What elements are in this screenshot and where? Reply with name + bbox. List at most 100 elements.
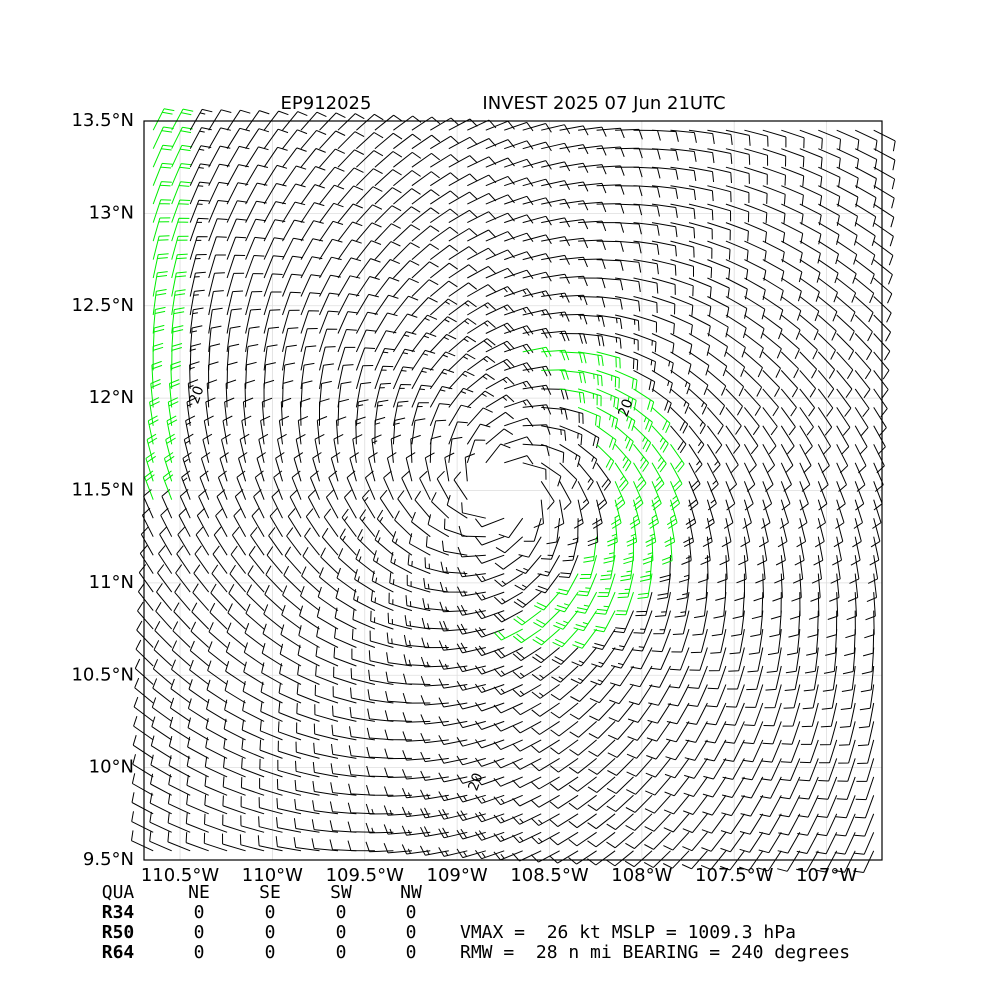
wind-barb [819, 739, 838, 764]
wind-barb [493, 831, 523, 842]
wind-barb [873, 240, 894, 266]
wind-barb [152, 162, 173, 186]
wind-barb [781, 277, 802, 302]
wind-barb [314, 684, 339, 704]
wind-barb [606, 831, 634, 849]
wind-barb [666, 702, 690, 725]
wind-barb [762, 462, 774, 492]
wind-barb [633, 222, 660, 236]
wind-barb [263, 183, 287, 205]
table-cell: R34 [102, 902, 135, 923]
wind-barb [688, 222, 713, 240]
wind-barb [466, 423, 491, 445]
wind-barb [670, 148, 697, 162]
wind-barb [226, 343, 240, 371]
wind-barb [596, 259, 624, 271]
wind-barb [254, 470, 265, 500]
wind-barb [762, 185, 786, 205]
wind-barb [799, 129, 823, 149]
wind-barb [311, 838, 339, 852]
wind-barb [625, 794, 653, 813]
wind-barb [845, 610, 856, 639]
wind-barb [784, 665, 801, 691]
wind-barb [359, 509, 376, 538]
wind-barb [818, 203, 840, 226]
wind-barb [651, 369, 673, 394]
wind-barb [614, 481, 626, 511]
wind-barb [670, 240, 695, 258]
y-tick-label: 13°N [89, 202, 134, 223]
wind-barb [725, 129, 751, 146]
wind-barb [596, 481, 608, 511]
wind-barb [187, 698, 209, 722]
wind-barb [349, 452, 359, 482]
wind-barb [688, 481, 699, 511]
wind-barb [724, 721, 745, 744]
wind-barb [368, 669, 394, 685]
wind-barb [569, 739, 597, 756]
wind-barb [474, 720, 505, 730]
wind-barb [374, 205, 402, 223]
wind-barb [556, 573, 579, 596]
wind-barb [815, 850, 838, 873]
wind-barb [668, 665, 690, 689]
wind-barb [577, 462, 594, 491]
wind-barb [834, 850, 856, 873]
wind-barb [568, 850, 597, 865]
wind-barb [615, 296, 641, 312]
wind-barb [321, 527, 339, 556]
wind-barb [596, 296, 623, 310]
wind-barb [281, 604, 302, 630]
wind-barb [706, 684, 727, 708]
wind-barb [448, 318, 477, 334]
wind-barb [300, 220, 324, 242]
wind-barb [337, 239, 362, 260]
wind-barb [152, 271, 168, 297]
wind-barb [224, 699, 246, 722]
wind-barb [390, 551, 413, 575]
wind-barb [670, 425, 687, 454]
wind-barb [512, 794, 542, 807]
wind-barb [723, 739, 745, 762]
wind-barb [230, 545, 246, 574]
wind-barb [136, 620, 154, 648]
wind-barb [244, 623, 265, 648]
wind-barb [744, 333, 764, 359]
wind-barb [485, 358, 515, 371]
wind-barb [541, 443, 565, 463]
wind-barb [467, 284, 497, 297]
wind-barb [389, 572, 413, 593]
wind-barb [559, 219, 589, 230]
wind-barb [651, 166, 679, 180]
wind-barb [300, 586, 320, 611]
wind-barb [873, 222, 894, 247]
wind-barb [376, 509, 394, 538]
wind-barb [664, 758, 690, 779]
wind-barb [401, 806, 431, 818]
wind-barb [167, 812, 191, 833]
wind-barb [670, 388, 690, 414]
wind-barb [355, 276, 380, 297]
wind-barb [853, 850, 875, 873]
wind-barb [226, 308, 242, 334]
wind-barb [411, 116, 441, 131]
wind-barb [799, 222, 822, 245]
wind-barb [678, 555, 690, 583]
wind-barb [222, 833, 246, 852]
wind-barb [854, 425, 868, 455]
wind-barb [466, 390, 495, 408]
wind-barb [259, 778, 283, 796]
wind-barb [448, 173, 478, 187]
wind-barb [807, 610, 819, 638]
wind-barb [205, 737, 228, 759]
wind-barb [744, 370, 763, 397]
wind-barb [818, 166, 841, 188]
wind-barb [300, 148, 326, 168]
contour-label: 20 [186, 384, 207, 406]
wind-barb [772, 573, 783, 602]
wind-barb [150, 773, 172, 796]
info-line: RMW = 28 n mi BEARING = 240 degrees [460, 942, 850, 963]
wind-barb [578, 258, 606, 270]
wind-barb [799, 333, 818, 360]
wind-barb [701, 813, 727, 834]
